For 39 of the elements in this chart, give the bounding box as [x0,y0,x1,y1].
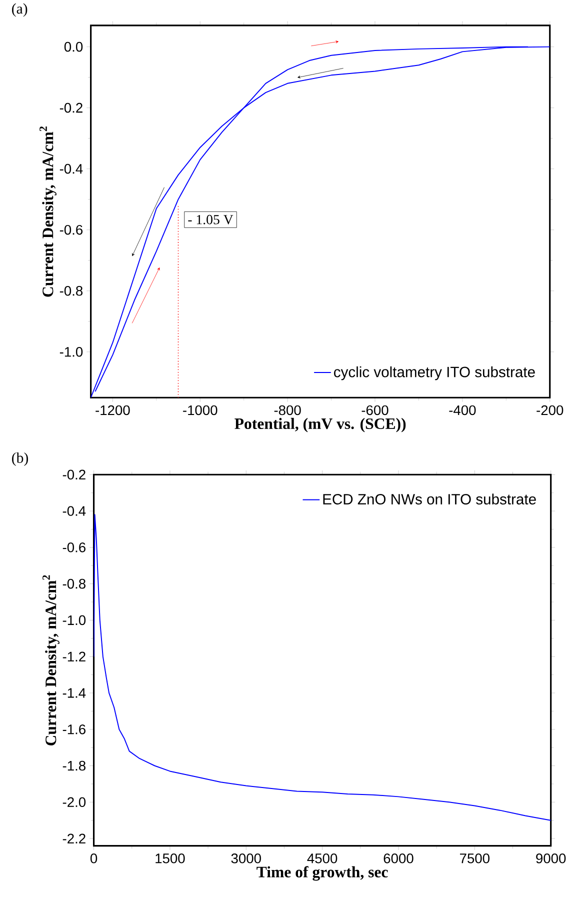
x-tick-label: -800 [274,405,301,416]
y-tick-label: -1.2 [62,652,86,662]
x-tick-label: -200 [536,405,563,416]
x-axis-title: Potential, (mV vs. (SCE)) [234,418,406,432]
x-tick-label: -600 [362,405,388,416]
legend-label: ECD ZnO NWs on ITO substrate [323,494,536,504]
x-tick-label: 9000 [536,854,566,864]
legend-label: cyclic voltametry ITO substrate [334,366,535,380]
y-axis-title: Current Density, mA/cm$^{2}$ [39,126,56,297]
y-tick-label: 0.0 [64,42,82,52]
y-tick-label: -1.8 [62,760,86,771]
ref-line-label: - 1.05 V [188,214,233,224]
y-tick-label: -1.4 [62,688,86,698]
x-tick-label: 6000 [384,854,414,864]
x-tick-label: -400 [448,405,476,416]
y-tick-label: -1.0 [62,615,86,626]
y-tick-label: -0.6 [60,224,82,235]
y-tick-label: -0.8 [60,286,82,296]
y-tick-label: -2.2 [62,834,86,844]
x-axis-title: Time of growth, sec [256,866,388,881]
y-tick-label: -0.4 [60,164,82,174]
x-tick-label: 4500 [307,854,337,864]
x-tick-label: 3000 [231,854,261,864]
x-tick-label: 7500 [460,854,490,864]
y-axis-title: Current Density, mA/cm$^{2}$ [42,575,60,746]
x-tick-label: -1000 [182,405,218,416]
x-tick-label: -1200 [95,405,130,416]
y-tick-label: -0.2 [62,470,86,480]
text: (b) [12,452,28,466]
y-tick-label: -1.6 [62,724,86,734]
y-tick-label: -1.0 [60,346,82,357]
y-tick-label: -0.8 [62,578,86,589]
y-tick-label: -0.6 [62,542,86,552]
y-tick-label: -0.4 [62,506,86,516]
text: (a) [12,3,27,17]
x-tick-label: 1500 [155,854,185,864]
y-tick-label: -0.2 [60,102,82,113]
x-tick-label: 0 [90,854,97,864]
y-tick-label: -2.0 [62,797,86,808]
